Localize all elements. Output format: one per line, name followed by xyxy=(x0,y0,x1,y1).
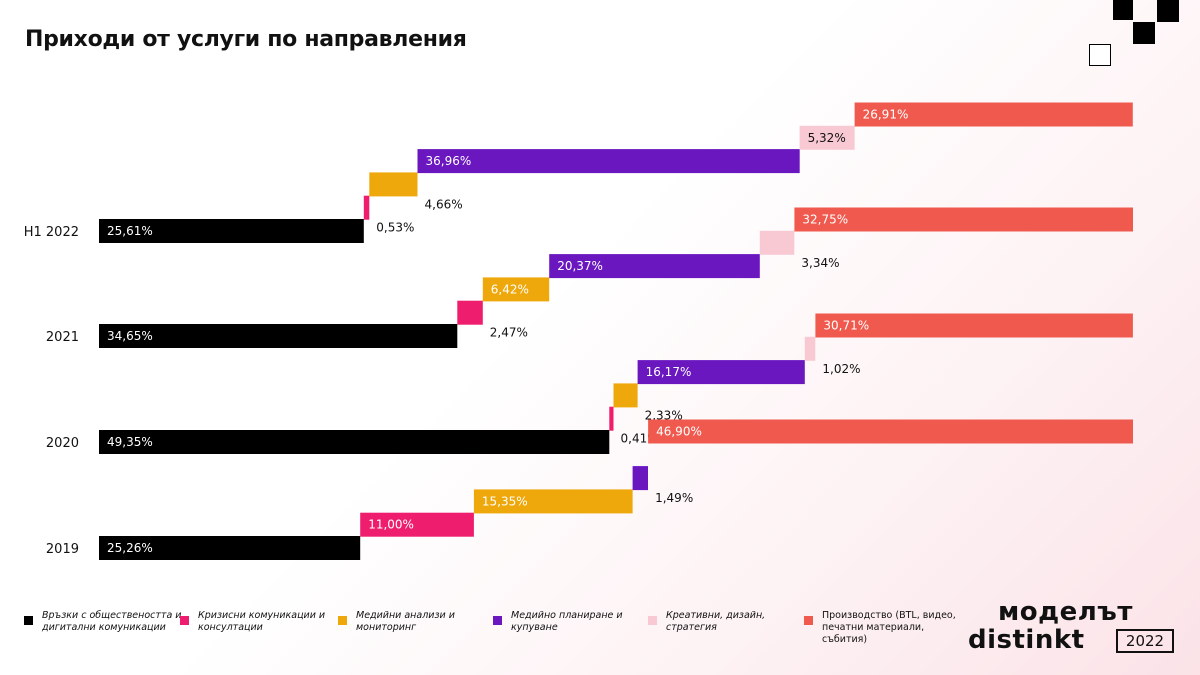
data-label-media_analysis-h1-2022: 4,66% xyxy=(425,197,463,211)
legend-label: Креативни, дизайн, стратегия xyxy=(666,610,766,633)
bar-media_analysis-h1-2022 xyxy=(369,172,418,197)
bar-crisis-2020 xyxy=(609,406,614,431)
legend-item-production: Производство (BTL, видео, печатни матери… xyxy=(804,610,967,646)
data-label-production-2019: 46,90% xyxy=(656,425,702,439)
legend-item-media-planning: Медийно планиране и купуване xyxy=(493,610,656,634)
bar-pr-2021 xyxy=(99,324,458,348)
legend-label: Производство (BTL, видео, печатни матери… xyxy=(822,610,956,645)
data-label-crisis-h1-2022: 0,53% xyxy=(376,221,414,235)
legend-item-media-analysis: Медийни анализи и мониторинг xyxy=(338,610,501,634)
bar-crisis-2021 xyxy=(457,300,483,325)
bar-creative-2020 xyxy=(804,336,816,361)
brand-logo: моделът distinkt 2022 xyxy=(968,597,1178,657)
bar-creative-2021 xyxy=(759,230,795,255)
bar-media_analysis-2021 xyxy=(482,277,550,302)
legend-swatch xyxy=(493,616,502,625)
legend-item-pr: Връзки с обществеността и дигитални кому… xyxy=(24,610,187,634)
data-label-media_planning-2019: 1,49% xyxy=(655,491,693,505)
data-label-pr-2021: 34,65% xyxy=(107,329,153,343)
legend-swatch xyxy=(24,616,33,625)
decorative-square xyxy=(1133,22,1155,44)
data-label-crisis-2021: 2,47% xyxy=(490,326,528,340)
bar-media_planning-2019 xyxy=(632,466,648,491)
data-label-creative-2020: 1,02% xyxy=(822,362,860,376)
bar-media_planning-2020 xyxy=(637,360,805,385)
data-label-pr-2020: 49,35% xyxy=(107,435,153,449)
bar-production-2020 xyxy=(815,313,1133,338)
bar-media_analysis-2019 xyxy=(473,489,633,514)
data-label-media_analysis-2020: 2,33% xyxy=(645,408,683,422)
data-label-production-h1-2022: 26,91% xyxy=(863,108,909,122)
decorative-square xyxy=(1113,0,1133,20)
waterfall-chart: H1 2022 25,61% 0,53% 4,66% 36,96% 5,32% 26,91%… xyxy=(24,102,1133,560)
legend: Връзки с обществеността и дигитални кому… xyxy=(0,600,1000,650)
legend-label: Медийни анализи и мониторинг xyxy=(356,610,455,633)
data-label-media_analysis-2019: 15,35% xyxy=(482,494,528,508)
legend-label: Медийно планиране и купуване xyxy=(511,610,623,633)
legend-swatch xyxy=(804,616,813,625)
category-label-h1-2022: H1 2022 xyxy=(24,225,79,240)
data-label-media_planning-2020: 16,17% xyxy=(646,365,692,379)
bar-pr-2019 xyxy=(99,536,361,560)
legend-swatch xyxy=(648,616,657,625)
bar-production-2019 xyxy=(648,419,1133,444)
legend-item-crisis: Кризисни комуникации и консултации xyxy=(180,610,343,634)
category-label-2020: 2020 xyxy=(46,436,79,451)
brand-name-line1: моделът xyxy=(998,597,1133,627)
data-label-pr-2019: 25,26% xyxy=(107,541,153,555)
data-label-production-2021: 32,75% xyxy=(802,213,848,227)
bar-media_analysis-2020 xyxy=(613,383,638,408)
bar-crisis-h1-2022 xyxy=(363,195,370,220)
data-label-creative-2021: 3,34% xyxy=(801,256,839,270)
category-label-2019: 2019 xyxy=(46,542,79,557)
data-label-pr-h1-2022: 25,61% xyxy=(107,224,153,238)
decorative-square xyxy=(1157,0,1179,22)
chart-title: Приходи от услуги по направления xyxy=(25,27,467,52)
bar-pr-2020 xyxy=(99,430,610,454)
bar-creative-h1-2022 xyxy=(799,125,855,150)
legend-label: Връзки с обществеността и дигитални кому… xyxy=(42,610,182,633)
data-label-crisis-2019: 11,00% xyxy=(368,518,414,532)
decorative-square xyxy=(1089,44,1111,66)
category-label-2021: 2021 xyxy=(46,330,79,345)
data-label-media_analysis-2021: 6,42% xyxy=(491,282,529,296)
legend-item-creative: Креативни, дизайн, стратегия xyxy=(648,610,811,634)
legend-label: Кризисни комуникации и консултации xyxy=(198,610,326,633)
bar-pr-h1-2022 xyxy=(99,219,364,243)
data-label-creative-h1-2022: 5,32% xyxy=(808,131,846,145)
data-label-media_planning-h1-2022: 36,96% xyxy=(426,154,472,168)
bar-crisis-2019 xyxy=(360,512,474,537)
bar-media_planning-h1-2022 xyxy=(417,149,800,174)
data-label-media_planning-2021: 20,37% xyxy=(557,259,603,273)
legend-swatch xyxy=(338,616,347,625)
brand-year-badge: 2022 xyxy=(1116,629,1174,653)
brand-name-line2: distinkt xyxy=(968,625,1085,655)
bar-production-2021 xyxy=(794,207,1133,232)
bar-media_planning-2021 xyxy=(549,254,760,279)
legend-swatch xyxy=(180,616,189,625)
data-label-production-2020: 30,71% xyxy=(823,319,869,333)
bar-production-h1-2022 xyxy=(854,102,1133,127)
